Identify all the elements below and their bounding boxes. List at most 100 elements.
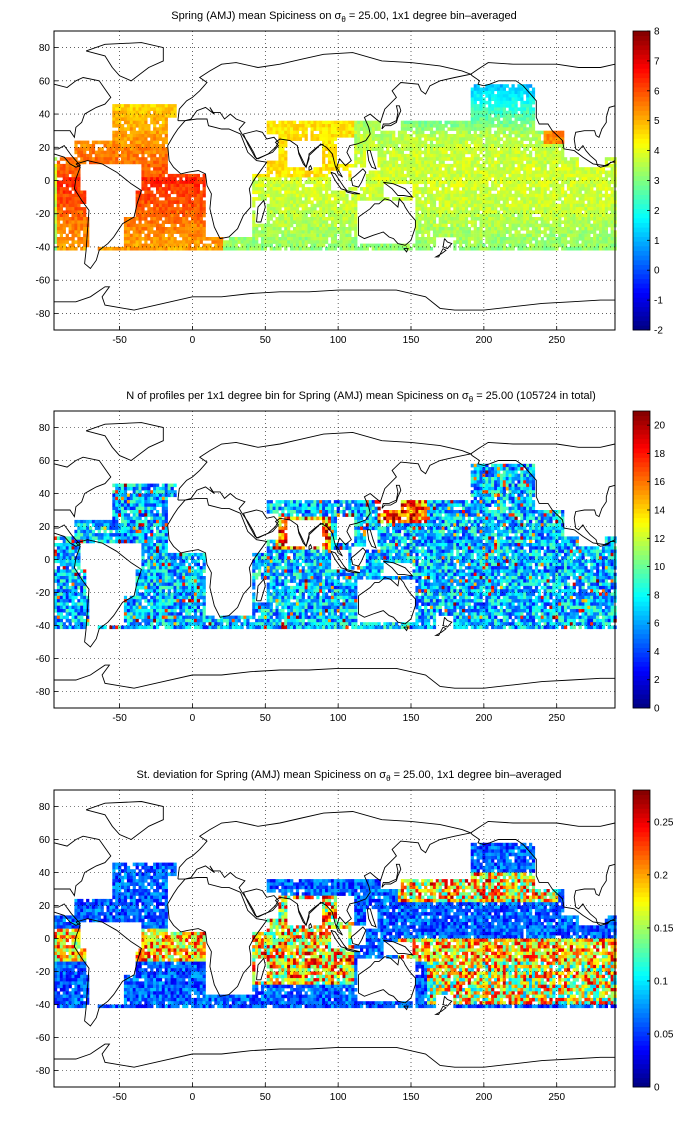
data-cell <box>502 173 507 178</box>
data-cell <box>365 243 370 248</box>
data-cell <box>368 177 372 181</box>
data-cell <box>604 193 609 198</box>
data-cell <box>607 207 611 211</box>
data-cell <box>115 114 119 118</box>
data-cell <box>386 147 390 151</box>
data-cell <box>301 187 305 191</box>
data-cell <box>566 210 571 215</box>
data-cell <box>494 97 498 102</box>
data-cell <box>325 237 329 241</box>
data-cell <box>368 193 372 198</box>
data-cell <box>523 207 527 211</box>
data-cell <box>100 147 104 151</box>
data-cell <box>537 193 542 198</box>
data-cell <box>412 193 416 198</box>
data-cell <box>406 173 410 178</box>
data-cell <box>278 160 282 165</box>
data-cell <box>126 227 131 231</box>
data-cell <box>581 187 585 191</box>
data-cell <box>193 197 198 201</box>
data-cell <box>488 97 492 102</box>
data-cell <box>558 140 562 145</box>
data-cell <box>173 110 177 115</box>
data-cell <box>593 200 597 205</box>
data-cell <box>158 210 163 215</box>
data-cell <box>150 160 154 165</box>
data-cell <box>543 243 547 248</box>
data-cell <box>552 177 556 181</box>
data-cell <box>380 130 384 135</box>
data-cell <box>202 173 206 178</box>
data-cell <box>453 140 457 145</box>
data-cell <box>450 230 454 234</box>
data-cell <box>520 84 524 88</box>
data-cell <box>549 144 553 148</box>
data-cell <box>97 150 101 155</box>
data-cell <box>170 200 174 205</box>
data-cell <box>464 233 469 238</box>
data-cell <box>71 246 75 251</box>
data-cell <box>83 153 87 158</box>
data-cell <box>470 233 474 238</box>
data-cell <box>476 127 480 131</box>
data-cell <box>156 117 160 122</box>
data-cell <box>485 190 489 195</box>
data-cell <box>59 213 64 218</box>
data-cell <box>409 167 413 171</box>
data-cell <box>132 150 136 155</box>
data-cell <box>281 197 285 201</box>
data-cell <box>607 193 611 198</box>
data-cell <box>360 163 364 168</box>
data-cell <box>161 227 166 231</box>
data-cell <box>71 223 75 228</box>
data-cell <box>409 147 413 151</box>
data-cell <box>569 240 574 244</box>
data-cell <box>185 213 189 218</box>
data-cell <box>290 187 294 191</box>
data-cell <box>476 197 480 201</box>
data-cell <box>450 150 454 155</box>
data-cell <box>523 120 527 125</box>
data-cell <box>380 167 384 171</box>
data-cell <box>456 144 460 148</box>
data-cell <box>575 213 579 218</box>
data-cell <box>161 170 166 175</box>
data-cell <box>313 223 317 228</box>
data-cell <box>558 207 562 211</box>
data-cell <box>494 147 498 151</box>
data-cell <box>569 197 574 201</box>
data-cell <box>534 243 539 248</box>
data-cell <box>290 243 294 248</box>
data-cell <box>462 217 466 221</box>
data-cell <box>450 213 454 218</box>
data-cell <box>354 213 358 218</box>
data-cell <box>566 223 571 228</box>
data-cell <box>153 170 157 175</box>
data-cell <box>377 157 381 161</box>
data-cell <box>153 114 157 118</box>
data-cell <box>123 104 128 108</box>
data-cell <box>123 147 128 151</box>
data-cell <box>497 144 501 148</box>
data-cell <box>123 160 128 165</box>
data-cell <box>348 210 352 215</box>
data-cell <box>365 144 370 148</box>
data-cell <box>590 167 594 171</box>
data-cell <box>342 124 346 128</box>
data-cell <box>497 124 501 128</box>
data-cell <box>132 137 136 141</box>
data-cell <box>482 160 486 165</box>
data-cell <box>164 243 168 248</box>
data-cell <box>71 183 75 188</box>
data-cell <box>529 157 533 161</box>
data-cell <box>438 144 442 148</box>
data-cell <box>342 220 346 225</box>
data-cell <box>377 140 381 145</box>
data-cell <box>362 243 367 248</box>
data-cell <box>441 213 445 218</box>
data-cell <box>607 183 611 188</box>
data-cell <box>182 197 186 201</box>
data-cell <box>412 170 416 175</box>
data-cell <box>158 240 163 244</box>
data-cell <box>531 170 536 175</box>
